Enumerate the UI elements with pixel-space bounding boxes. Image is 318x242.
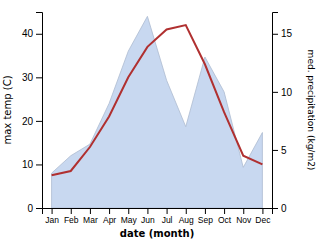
area xyxy=(52,16,263,208)
tick: 40 xyxy=(22,28,42,39)
tick-label: 10 xyxy=(22,159,34,170)
tick: 30 xyxy=(22,72,42,83)
tick-label: 10 xyxy=(281,87,293,98)
tick: Jan xyxy=(45,208,59,225)
y2-axis: 0 5 10 15 xyxy=(272,13,293,214)
tick-mark xyxy=(128,208,129,214)
x-axis-title: date (month) xyxy=(120,228,194,239)
tick-label: Jun xyxy=(141,215,155,225)
y-axis-title: max temp (C) xyxy=(2,75,13,144)
tick-mark xyxy=(36,77,42,78)
tick-mark xyxy=(71,208,72,214)
line xyxy=(52,25,263,175)
tick: Feb xyxy=(64,208,79,225)
tick-mark xyxy=(272,92,278,93)
tick: 10 xyxy=(272,87,293,98)
tick: Aug xyxy=(179,208,194,225)
tick-label: 0 xyxy=(27,203,33,214)
tick: 20 xyxy=(22,116,42,127)
tick-label: 30 xyxy=(22,72,34,83)
tick: May xyxy=(121,208,138,225)
plot: Jan Feb Mar Apr MayJun Jul Aug Sep Oct NovDec 0 10 2… xyxy=(22,13,293,226)
tick: Jun xyxy=(141,208,155,225)
tick-label: May xyxy=(121,215,138,225)
tick-label: 5 xyxy=(281,145,287,156)
tick-label: Sep xyxy=(198,215,213,225)
tick-label: 0 xyxy=(281,203,287,214)
tick: 10 xyxy=(22,159,42,170)
tick: 0 xyxy=(27,203,42,214)
tick-mark xyxy=(262,208,263,214)
tick-label: Jan xyxy=(45,215,59,225)
tick-label: Mar xyxy=(83,215,98,225)
tick-mark xyxy=(205,208,206,214)
axis-line xyxy=(36,13,43,209)
tick-label: 40 xyxy=(22,28,34,39)
tick: 0 xyxy=(272,203,287,214)
tick: 5 xyxy=(272,145,287,156)
tick-mark xyxy=(224,208,225,214)
tick: Nov xyxy=(236,208,252,225)
tick: 15 xyxy=(272,28,293,39)
tick-mark xyxy=(186,208,187,214)
chart: Jan Feb Mar Apr MayJun Jul Aug Sep Oct NovDec 0 10 2… xyxy=(0,0,318,242)
tick-mark xyxy=(52,208,53,214)
marks xyxy=(52,16,263,208)
tick-label: Apr xyxy=(103,215,116,225)
tick-label: Feb xyxy=(64,215,79,225)
x-axis: Jan Feb Mar Apr MayJun Jul Aug Sep Oct NovDec xyxy=(43,208,273,225)
tick: Oct xyxy=(218,208,232,225)
y-axis: 0 10 20 30 40 xyxy=(22,13,43,214)
axis-line xyxy=(43,209,273,215)
tick-label: Dec xyxy=(255,215,271,225)
axis-line xyxy=(273,13,279,209)
tick-mark xyxy=(272,150,278,151)
tick-mark xyxy=(272,34,278,35)
y2-axis-title: med. precipitation (kg/m2) xyxy=(306,50,316,171)
tick: Mar xyxy=(83,208,98,225)
tick-label: 15 xyxy=(281,28,293,39)
tick-mark xyxy=(36,34,42,35)
tick-label: Nov xyxy=(236,215,252,225)
tick-mark xyxy=(243,208,244,214)
tick-mark xyxy=(109,208,110,214)
tick-label: Aug xyxy=(179,215,194,225)
tick-mark xyxy=(90,208,91,214)
tick: Apr xyxy=(103,208,116,225)
tick-mark xyxy=(36,121,42,122)
tick-mark xyxy=(272,208,278,209)
tick-label: Oct xyxy=(218,215,232,225)
tick-label: Jul xyxy=(162,215,173,225)
tick: Dec xyxy=(255,208,271,225)
tick-mark xyxy=(167,208,168,214)
tick-label: 20 xyxy=(22,116,34,127)
tick: Sep xyxy=(198,208,213,225)
tick-mark xyxy=(147,208,148,214)
tick-mark xyxy=(36,164,42,165)
tick: Jul xyxy=(162,208,173,225)
tick-mark xyxy=(36,208,42,209)
